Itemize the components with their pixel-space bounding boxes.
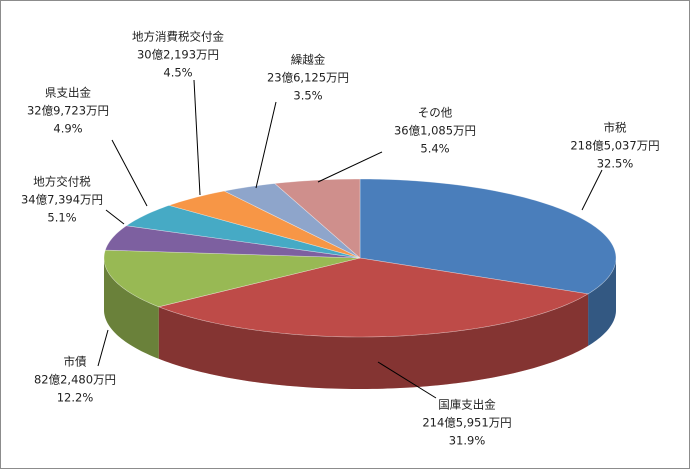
leader-line [317,151,383,183]
category-label: 市債 [64,355,87,369]
leader-line [581,169,603,211]
slice-side [588,258,616,346]
amount-label: 34億7,394万円 [21,193,103,207]
value-label: 12.2% [57,391,94,405]
leader-line [105,209,125,225]
amount-label: 82億2,480万円 [34,373,116,387]
slice-side-shade [158,293,589,389]
value-label: 31.9% [449,434,486,448]
leader-line [97,329,109,367]
leader-line [111,139,148,207]
value-label: 4.5% [163,66,192,80]
amount-label: 218億5,037万円 [570,139,659,153]
category-label: 県支出金 [45,86,91,100]
slice [274,178,361,259]
value-label: 3.5% [293,89,322,103]
amount-label: 23億6,125万円 [267,71,349,85]
slice [359,178,617,295]
slice-side [158,293,589,389]
amount-label: 36億1,085万円 [394,124,476,138]
value-label: 5.1% [47,211,76,225]
category-label: 地方消費税交付金 [132,30,224,44]
slice [223,183,361,259]
value-label: 32.5% [597,157,634,171]
category-label: 繰越金 [291,53,326,67]
leader-line [377,361,437,399]
slice [157,257,589,338]
slice-side-shade [588,258,616,346]
slice [104,225,361,259]
slice [125,205,361,259]
amount-label: 32億9,723万円 [27,104,109,118]
leader-lines [97,79,603,399]
category-label: 地方交付税 [33,175,91,189]
category-label: 国庫支出金 [438,398,496,412]
category-label: 市税 [604,121,627,135]
category-label: その他 [418,106,453,120]
value-label: 5.4% [420,142,449,156]
slice [103,249,361,308]
leader-line [255,101,277,189]
leader-line [193,79,201,196]
slice-side [104,258,159,359]
slice-side-shade [104,258,159,359]
pie [103,178,617,389]
slice [168,190,361,259]
amount-label: 30億2,193万円 [137,48,219,62]
amount-label: 214億5,951万円 [422,416,511,430]
labels: 市税 218億5,037万円 32.5% 国庫支出金 214億5,951万円 31.9% 市… [21,30,660,448]
value-label: 4.9% [53,122,82,136]
